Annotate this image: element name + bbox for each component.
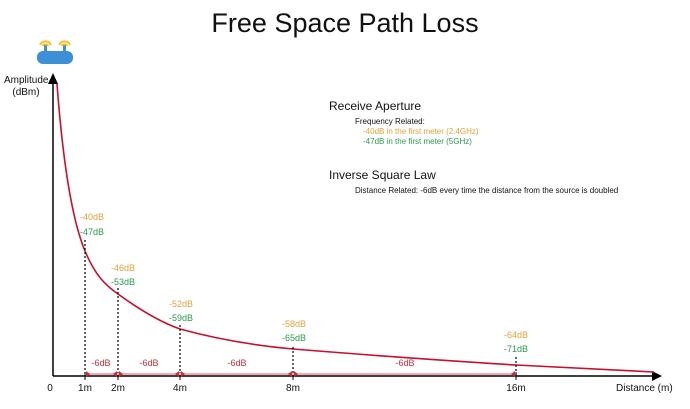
x-axis-arrow-icon [652, 371, 662, 381]
label-4m-24ghz: -52dB [168, 299, 194, 309]
label-1m-5ghz: -47dB [79, 227, 105, 237]
x-axis-label: Distance (m) [616, 383, 673, 394]
delta-2-4: -6dB [139, 358, 159, 368]
origin-label: 0 [47, 383, 53, 394]
diagram-title: Free Space Path Loss [211, 8, 479, 38]
tick-8m: 8m [286, 383, 300, 394]
label-16m-5ghz: -71dB [503, 344, 529, 354]
label-8m-5ghz: -65dB [281, 333, 307, 343]
y-axis-label: Amplitude (dBm) [4, 75, 49, 98]
inverse-square-heading: Inverse Square Law [329, 168, 436, 182]
delta-4-8: -6dB [227, 358, 247, 368]
delta-1-2: -6dB [91, 358, 111, 368]
router-wifi-icon [37, 40, 73, 64]
receive-aperture-heading: Receive Aperture [329, 99, 422, 113]
tick-16m: 16m [506, 383, 526, 394]
distance-related-label: Distance Related: -6dB every time the di… [355, 186, 619, 195]
label-16m-24ghz: -64dB [503, 330, 529, 340]
delta-8-16: -6dB [395, 358, 415, 368]
label-8m-24ghz: -58dB [281, 319, 307, 329]
label-2m-5ghz: -53dB [110, 277, 136, 287]
legend-24ghz: -40dB in the first meter (2.4GHz) [363, 127, 479, 136]
tick-1m: 1m [78, 383, 92, 394]
tick-4m: 4m [173, 383, 187, 394]
y-axis-arrow-icon [48, 73, 58, 84]
frequency-related-label: Frequency Related: [355, 117, 425, 126]
legend: Receive Aperture Frequency Related: -40d… [329, 99, 669, 195]
label-1m-24ghz: -40dB [79, 212, 105, 222]
tick-2m: 2m [111, 383, 125, 394]
delta-bars [86, 371, 515, 377]
label-2m-24ghz: -46dB [110, 263, 136, 273]
legend-5ghz: -47dB in the first meter (5GHz) [363, 137, 472, 146]
label-4m-5ghz: -59dB [168, 313, 194, 323]
